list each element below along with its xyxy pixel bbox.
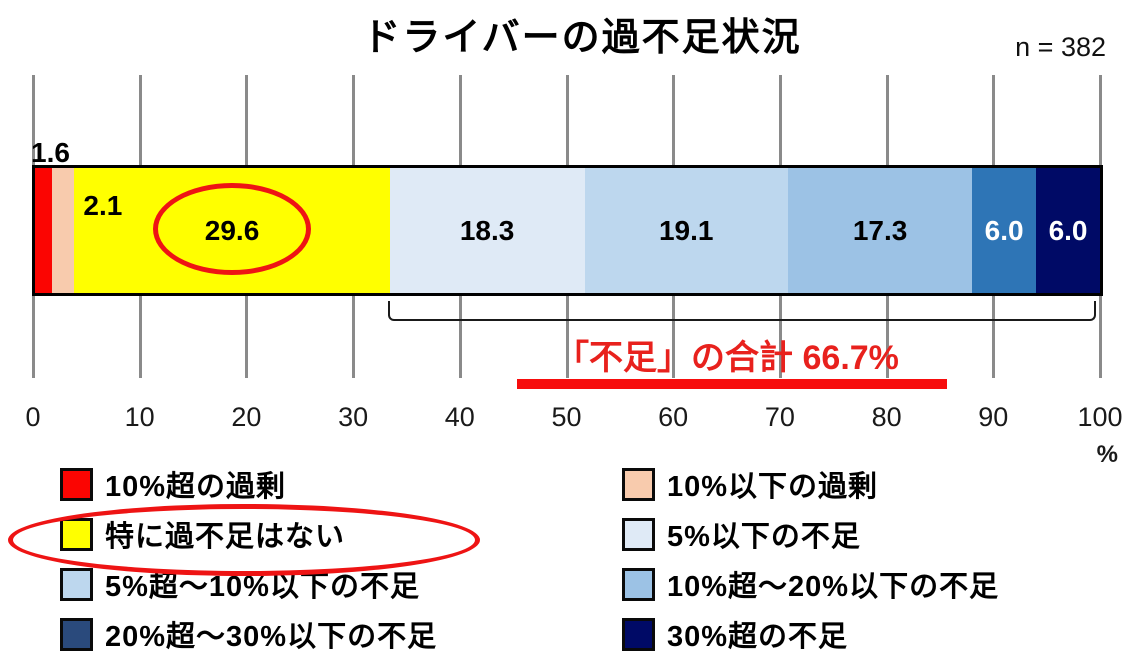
legend-item: 10%超～20%以下の不足 xyxy=(622,563,999,605)
x-tick-label: 90 xyxy=(978,402,1009,432)
legend-swatch xyxy=(622,517,655,551)
segment-value-label: 17.3 xyxy=(852,214,908,246)
x-tick-label: 0 xyxy=(25,402,41,432)
x-tick-label: 70 xyxy=(764,402,795,432)
segment-value-label: 6.0 xyxy=(984,214,1024,246)
x-tick-label: 10 xyxy=(124,402,155,432)
shortage-underline xyxy=(517,379,947,389)
chart-title: ドライバーの過不足状況 xyxy=(362,17,802,59)
legend-label: 5%超～10%以下の不足 xyxy=(105,571,420,603)
bar-segment xyxy=(35,168,53,293)
legend-swatch xyxy=(622,567,655,601)
legend-item: 30%超の不足 xyxy=(622,613,848,655)
bar-segment xyxy=(584,168,788,293)
sample-size-label: n = 382 xyxy=(1015,32,1106,62)
stacked-bar: 1.6 2.1 29.6 18.3 19.1 17.3 6.0 6.0 xyxy=(31,137,1103,296)
legend-label: 20%超～30%以下の不足 xyxy=(105,621,438,653)
legend-item: 5%以下の不足 xyxy=(622,513,861,555)
legend-item: 10%超の過剰 xyxy=(60,463,286,505)
bar-highlight-ellipse xyxy=(153,183,312,275)
segment-value-label: 19.1 xyxy=(658,214,714,246)
bar-segment xyxy=(389,168,585,293)
bar-segment xyxy=(52,168,75,293)
legend-swatch xyxy=(60,617,93,651)
x-tick-label: 30 xyxy=(338,402,369,432)
x-axis-unit-label: % xyxy=(1096,441,1118,468)
legend-label: 10%以下の過剰 xyxy=(667,471,879,503)
legend-item: 10%以下の過剰 xyxy=(622,463,878,505)
legend-label: 30%超の不足 xyxy=(667,621,849,653)
segment-value-label: 6.0 xyxy=(1048,214,1088,246)
legend-highlight-ellipse xyxy=(8,504,480,576)
segment-value-label: 1.6 xyxy=(31,137,70,168)
bar-segment xyxy=(787,168,973,293)
x-tick-label: 20 xyxy=(231,402,262,432)
x-tick-label: 50 xyxy=(551,402,582,432)
segment-value-label: 18.3 xyxy=(459,214,515,246)
legend-label: 10%超～20%以下の不足 xyxy=(667,571,1000,603)
legend-label: 5%以下の不足 xyxy=(667,521,861,553)
legend-swatch xyxy=(622,617,655,651)
x-tick-label: 100 xyxy=(1077,402,1123,432)
legend-item: 5%超～10%以下の不足 xyxy=(60,563,420,605)
shortage-bracket xyxy=(388,301,1096,321)
bar-segment xyxy=(972,168,1037,293)
x-tick-label: 40 xyxy=(444,402,475,432)
legend-item: 20%超～30%以下の不足 xyxy=(60,613,437,655)
legend-label: 10%超の過剰 xyxy=(105,471,287,503)
shortage-total-annotation: 「不足」の合計 66.7% xyxy=(555,339,899,377)
x-tick-label: 60 xyxy=(658,402,689,432)
legend-swatch xyxy=(60,567,93,601)
bar-segment xyxy=(1036,168,1100,293)
legend-swatch xyxy=(60,467,93,501)
legend-swatch xyxy=(622,467,655,501)
x-tick-label: 80 xyxy=(871,402,902,432)
segment-value-label: 2.1 xyxy=(83,190,123,221)
